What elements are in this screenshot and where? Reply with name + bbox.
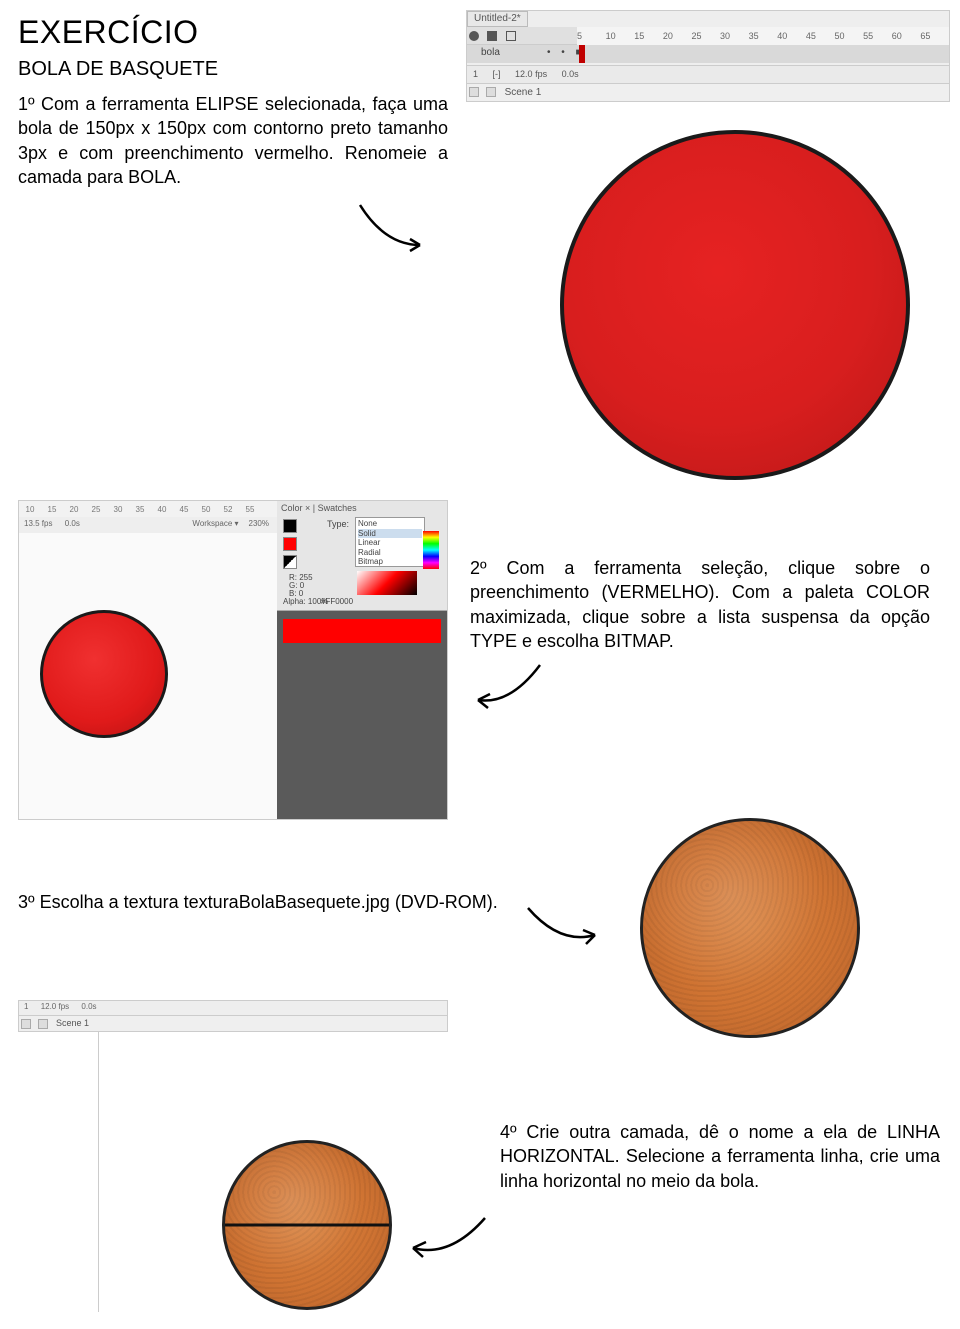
tick: 5	[577, 31, 606, 41]
workspace-dropdown[interactable]: Workspace ▾	[192, 519, 238, 528]
tick: 45	[806, 31, 835, 41]
orange-ball-with-line	[222, 1140, 392, 1310]
tick: 55	[239, 505, 261, 514]
tick: 25	[85, 505, 107, 514]
type-option[interactable]: Radial	[358, 548, 422, 558]
scene-icon[interactable]	[38, 1019, 48, 1029]
horizontal-line	[225, 1224, 389, 1227]
page-subtitle: BOLA DE BASQUETE	[18, 58, 218, 81]
scene-label: Scene 1	[505, 87, 542, 98]
mini-frame: 1	[24, 1002, 28, 1011]
type-dropdown[interactable]: None Solid Linear Radial Bitmap	[355, 517, 425, 567]
mid-footer: 13.5 fps 0.0s 230% Workspace ▾	[19, 517, 277, 533]
mid-fps: 13.5 fps	[24, 519, 52, 528]
type-option[interactable]: Bitmap	[358, 557, 422, 567]
timeline-footer: 1 [-] 12.0 fps 0.0s	[467, 65, 949, 83]
outline-icon[interactable]	[506, 31, 516, 41]
mini-scene-bar: Scene 1	[19, 1015, 447, 1031]
timeline-ruler: 5 10 15 20 25 30 35 40 45 50 55 60 65	[577, 27, 949, 45]
arrow-down-right-icon	[350, 200, 440, 260]
layer-row[interactable]: bola • • ■	[467, 45, 949, 63]
type-option-selected[interactable]: Solid	[358, 529, 422, 539]
color-field[interactable]	[357, 571, 417, 595]
color-panel-body: Color × | Swatches Type: None Solid Line…	[277, 501, 447, 611]
tick: 15	[41, 505, 63, 514]
arrow-left-icon	[405, 1210, 495, 1270]
tick: 30	[720, 31, 749, 41]
mini-timeline-screenshot: 1 12.0 fps 0.0s Scene 1	[18, 1000, 448, 1032]
zoom-label: 230%	[249, 519, 269, 528]
step1-text: 1º Com a ferramenta ELIPSE selecionada, …	[18, 92, 448, 189]
type-label: Type:	[327, 519, 349, 529]
lock-icon[interactable]	[487, 31, 497, 41]
scene-back-icon[interactable]	[469, 87, 479, 97]
mini-fps: 12.0 fps	[41, 1002, 69, 1011]
mini-time: 0.0s	[81, 1002, 96, 1011]
document-tab[interactable]: Untitled-2*	[467, 11, 528, 27]
red-ball-illustration	[560, 130, 910, 480]
hue-strip[interactable]	[423, 531, 439, 569]
type-option[interactable]: Linear	[358, 538, 422, 548]
tick: 35	[129, 505, 151, 514]
mid-time: 0.0s	[65, 519, 80, 528]
mid-ruler: 10 15 20 25 30 35 40 45 50 52 55	[19, 501, 277, 517]
scene-icon[interactable]	[486, 87, 496, 97]
tick: 45	[173, 505, 195, 514]
stage-edge	[98, 1032, 99, 1312]
tick: 55	[863, 31, 892, 41]
playhead[interactable]	[579, 45, 585, 63]
tick: 60	[892, 31, 921, 41]
tick: 50	[834, 31, 863, 41]
hex-value[interactable]: #FF0000	[321, 597, 353, 606]
tick: 30	[107, 505, 129, 514]
page-title: EXERCÍCIO	[18, 14, 199, 51]
step2-text: 2º Com a ferramenta seleção, clique sobr…	[470, 556, 930, 653]
stroke-swatch[interactable]	[283, 519, 297, 533]
orange-texture-ball	[640, 818, 860, 1038]
frame-num: 1	[473, 69, 478, 79]
step4-text: 4º Crie outra camada, dê o nome a ela de…	[500, 1120, 940, 1193]
mini-scene-label: Scene 1	[56, 1018, 89, 1028]
eye-icon[interactable]	[469, 31, 479, 41]
fill-swatch[interactable]	[283, 537, 297, 551]
tick: 10	[19, 505, 41, 514]
scene-bar: Scene 1	[467, 83, 949, 101]
tick: 35	[749, 31, 778, 41]
time-label: 0.0s	[562, 69, 579, 79]
color-panel: Color × | Swatches Type: None Solid Line…	[277, 501, 447, 819]
type-option[interactable]: None	[358, 519, 422, 529]
tick: 65	[920, 31, 949, 41]
layer-name: bola	[481, 47, 500, 58]
bw-swatch[interactable]	[283, 555, 297, 569]
color-tab[interactable]: Color × | Swatches	[281, 503, 357, 513]
tick: 40	[777, 31, 806, 41]
step3-text: 3º Escolha a textura texturaBolaBasequet…	[18, 890, 558, 914]
arrow-right-icon	[520, 900, 610, 955]
tick: 52	[217, 505, 239, 514]
tick: 10	[606, 31, 635, 41]
small-red-ball	[40, 610, 168, 738]
tick: 20	[663, 31, 692, 41]
current-color-preview	[283, 619, 441, 643]
tick: 40	[151, 505, 173, 514]
arrow-down-left-icon	[470, 660, 550, 720]
tick: 15	[634, 31, 663, 41]
tick: 50	[195, 505, 217, 514]
fps-label: 12.0 fps	[515, 69, 547, 79]
mini-footer: 1 12.0 fps 0.0s	[19, 1001, 447, 1015]
page: EXERCÍCIO BOLA DE BASQUETE 1º Com a ferr…	[0, 0, 960, 1329]
scene-back-icon[interactable]	[21, 1019, 31, 1029]
loop-indicator: [-]	[493, 69, 501, 79]
tick: 25	[691, 31, 720, 41]
timeline-screenshot: Untitled-2* 5 10 15 20 25 30 35 40 45 50…	[466, 10, 950, 102]
tick: 20	[63, 505, 85, 514]
